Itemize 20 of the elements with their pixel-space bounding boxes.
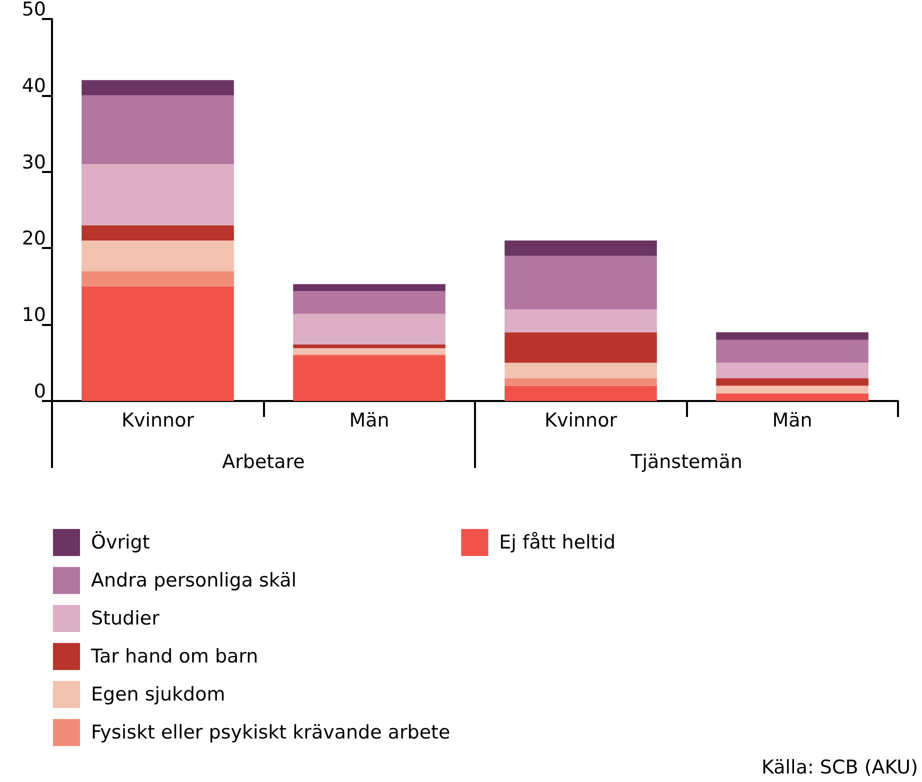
legend-label: Andra personliga skäl — [91, 570, 297, 592]
x-tick-label: Kvinnor — [544, 410, 618, 432]
legend-label: Egen sjukdom — [91, 684, 226, 706]
y-tick-label: 0 — [34, 380, 46, 402]
x-tick-label: Män — [772, 410, 812, 432]
text: Arbetare — [222, 451, 305, 473]
text: Källa: SCB (AKU) — [762, 756, 918, 778]
legend-label: Övrigt — [91, 530, 150, 554]
x-tick-label: Kvinnor — [121, 410, 194, 432]
legend-label: Fysiskt eller psykiskt krävande arbete — [91, 722, 450, 744]
y-tick-label: 10 — [22, 304, 46, 326]
y-tick-label: 50 — [22, 0, 46, 20]
x-tick-label: Män — [349, 410, 390, 432]
legend-label: Ej fått heltid — [499, 532, 616, 554]
legend-label: Studier — [91, 608, 160, 630]
y-tick-label: 20 — [22, 228, 46, 250]
legend-label: Tar hand om barn — [90, 646, 258, 668]
text: Tjänstemän — [630, 451, 742, 473]
y-tick-label: 30 — [22, 151, 46, 174]
y-tick-label: 40 — [22, 74, 46, 97]
